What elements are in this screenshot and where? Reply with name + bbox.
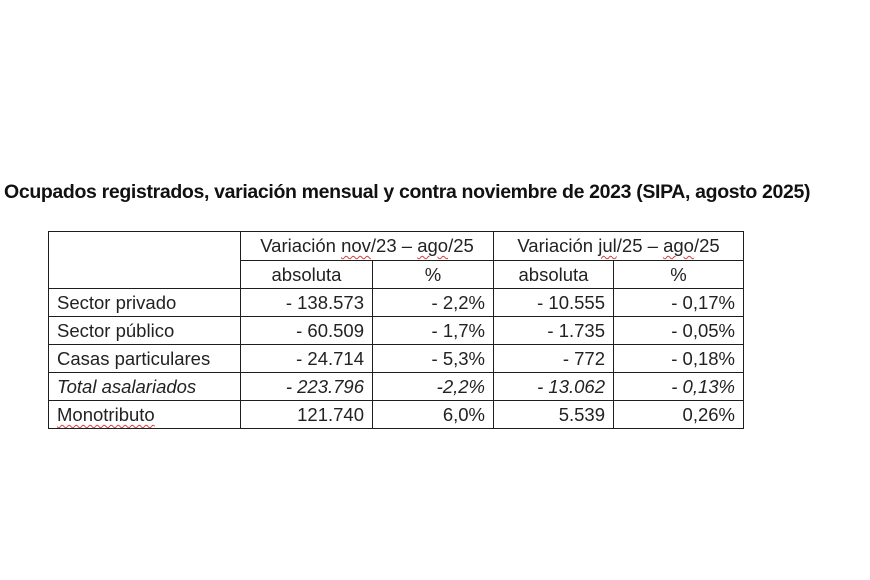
cell-pct-nov23: -2,2% xyxy=(372,372,494,401)
cell-pct-jul25: 0,26% xyxy=(613,400,744,429)
row-label: Sector privado xyxy=(48,288,241,317)
table-row: Casas particulares - 24.714 - 5,3% - 772… xyxy=(48,344,744,373)
group-header-row: Variación nov/23 – ago/25 Variación jul/… xyxy=(48,231,744,289)
spellcheck-word: Monotributo xyxy=(57,404,155,425)
cell-abs-nov23: 121.740 xyxy=(240,400,373,429)
employment-variation-table: Variación nov/23 – ago/25 Variación jul/… xyxy=(48,231,744,429)
spellcheck-word: jul xyxy=(598,235,617,256)
cell-abs-jul25: - 772 xyxy=(493,344,614,373)
cell-pct-jul25: - 0,05% xyxy=(613,316,744,345)
spellcheck-word: ago xyxy=(417,235,449,256)
row-label: Casas particulares xyxy=(48,344,241,373)
row-label: Sector público xyxy=(48,316,241,345)
table-row: Sector público - 60.509 - 1,7% - 1.735 -… xyxy=(48,316,744,345)
group-header-jul25-ago25: Variación jul/25 – ago/25 xyxy=(493,231,744,261)
cell-pct-jul25: - 0,17% xyxy=(613,288,744,317)
cell-abs-nov23: - 60.509 xyxy=(240,316,373,345)
cell-pct-jul25: - 0,18% xyxy=(613,344,744,373)
sub-header-percent: % xyxy=(372,260,494,289)
row-label: Monotributo xyxy=(48,400,241,429)
cell-abs-nov23: - 223.796 xyxy=(240,372,373,401)
table-row-total: Total asalariados - 223.796 -2,2% - 13.0… xyxy=(48,372,744,401)
sub-header-row: absoluta % absoluta % xyxy=(49,260,744,289)
spellcheck-word: nov xyxy=(341,235,371,256)
sub-header-absolute: absoluta xyxy=(240,260,373,289)
sub-header-percent: % xyxy=(613,260,744,289)
table-row: Sector privado - 138.573 - 2,2% - 10.555… xyxy=(48,288,744,317)
cell-pct-nov23: - 2,2% xyxy=(372,288,494,317)
group-header-nov23-ago25: Variación nov/23 – ago/25 xyxy=(240,231,494,261)
sub-header-absolute: absoluta xyxy=(493,260,614,289)
cell-abs-nov23: - 24.714 xyxy=(240,344,373,373)
cell-pct-nov23: - 5,3% xyxy=(372,344,494,373)
cell-pct-jul25: - 0,13% xyxy=(613,372,744,401)
cell-abs-jul25: - 10.555 xyxy=(493,288,614,317)
cell-abs-jul25: - 1.735 xyxy=(493,316,614,345)
table-row: Monotributo 121.740 6,0% 5.539 0,26% xyxy=(48,400,744,429)
cell-abs-jul25: - 13.062 xyxy=(493,372,614,401)
table-title: Ocupados registrados, variación mensual … xyxy=(4,181,811,203)
spellcheck-word: ago xyxy=(663,235,694,256)
cell-abs-jul25: 5.539 xyxy=(493,400,614,429)
corner-cell xyxy=(48,231,241,289)
row-label: Total asalariados xyxy=(48,372,241,401)
cell-abs-nov23: - 138.573 xyxy=(240,288,373,317)
cell-pct-nov23: 6,0% xyxy=(372,400,494,429)
cell-pct-nov23: - 1,7% xyxy=(372,316,494,345)
